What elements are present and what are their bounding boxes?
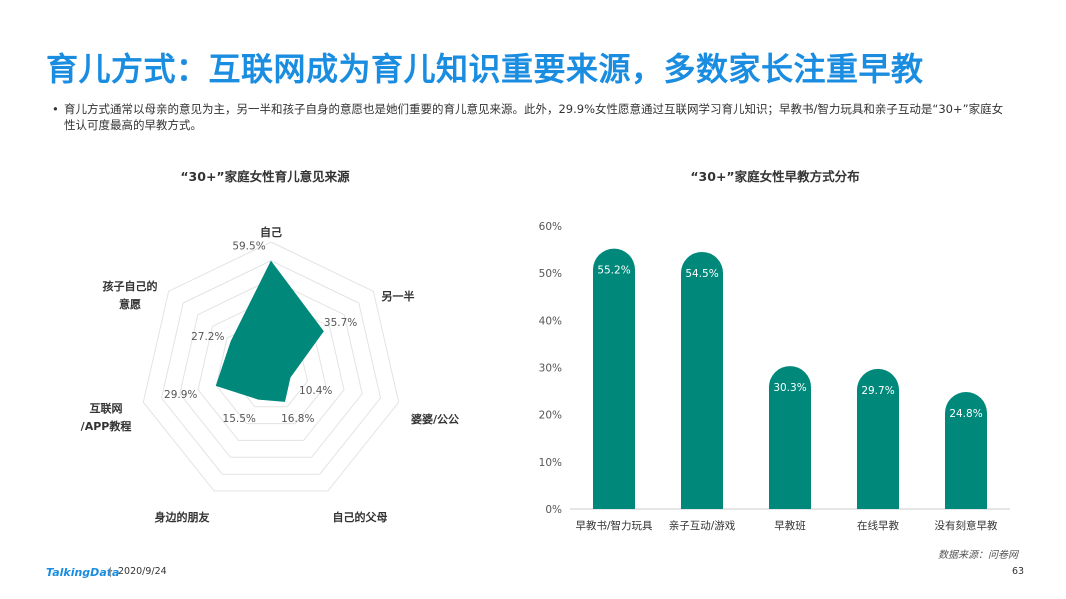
footer-divider — [110, 567, 111, 577]
radar-grid-ring — [160, 260, 382, 475]
bar-value-label: 24.8% — [949, 408, 982, 420]
radar-chart-title: “30+”家庭女性育儿意见来源 — [180, 169, 350, 184]
bar-value-label: 54.5% — [685, 268, 718, 280]
radar-series-area — [215, 260, 324, 402]
x-category-label: 亲子互动/游戏 — [669, 519, 736, 532]
radar-category-label: 意愿 — [119, 297, 141, 311]
radar-grid-ring — [179, 278, 363, 458]
x-category-label: 没有刻意早教 — [935, 519, 998, 532]
radar-value-label: 10.4% — [299, 385, 332, 397]
radar-value-label: 15.5% — [223, 413, 256, 425]
radar-value-label: 29.9% — [164, 389, 197, 401]
radar-grid-ring — [197, 297, 345, 441]
data-source: 数据来源：问卷网 — [938, 550, 1018, 561]
radar-value-label: 16.8% — [281, 413, 314, 425]
radar-value-label: 27.2% — [191, 331, 224, 343]
y-tick-label: 30% — [539, 363, 562, 375]
radar-grid-ring — [142, 241, 400, 492]
radar-category-label: 孩子自己的 — [103, 279, 158, 293]
bar-value-label: 30.3% — [773, 382, 806, 394]
radar-category-label: 婆婆/公公 — [411, 412, 459, 426]
summary-text: 育儿方式通常以母亲的意见为主，另一半和孩子自身的意愿也是她们重要的育儿意见来源。… — [64, 102, 1004, 132]
bar-chart-title: “30+”家庭女性早教方式分布 — [690, 169, 860, 184]
brand-logo: TalkingData — [46, 566, 120, 579]
bar-value-label: 55.2% — [597, 265, 630, 277]
y-tick-label: 40% — [539, 315, 562, 327]
bullet-icon: • — [52, 102, 59, 116]
y-tick-label: 50% — [539, 268, 562, 280]
y-tick-label: 0% — [545, 504, 562, 516]
x-category-label: 早教书/智力玩具 — [575, 519, 653, 532]
radar-category-label: /APP教程 — [81, 419, 132, 433]
radar-value-label: 59.5% — [232, 241, 265, 253]
x-category-label: 早教班 — [774, 519, 806, 532]
radar-category-label: 另一半 — [382, 289, 415, 303]
radar-grid-ring — [215, 316, 327, 425]
radar-value-label: 35.7% — [324, 317, 357, 329]
y-tick-label: 10% — [539, 457, 562, 469]
bar-value-label: 29.7% — [861, 385, 894, 397]
footer-date: 2020/9/24 — [118, 566, 167, 577]
bar — [681, 251, 723, 509]
radar-category-label: 身边的朋友 — [155, 510, 210, 524]
bar — [769, 366, 811, 509]
page-title: 育儿方式：互联网成为育儿知识重要来源，多数家长注重早教 — [46, 50, 924, 88]
radar-category-label: 自己的父母 — [333, 510, 388, 524]
y-tick-label: 60% — [539, 221, 562, 233]
y-tick-label: 20% — [539, 410, 562, 422]
x-category-label: 在线早教 — [857, 519, 899, 532]
bar — [593, 248, 635, 510]
bar — [945, 392, 987, 509]
radar-category-label: 自己 — [260, 225, 282, 239]
page-number: 63 — [1012, 566, 1025, 577]
radar-category-label: 互联网 — [90, 401, 123, 415]
bar — [857, 368, 899, 509]
summary-bullet: • 育儿方式通常以母亲的意见为主，另一半和孩子自身的意愿也是她们重要的育儿意见来… — [52, 101, 1012, 133]
